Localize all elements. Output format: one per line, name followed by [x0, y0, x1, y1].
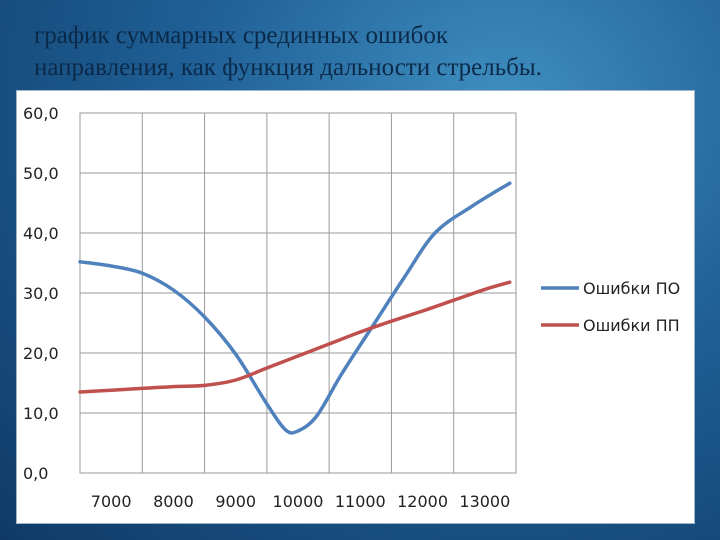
x-tick-label: 8000 [153, 492, 194, 511]
series-line-2 [78, 280, 512, 394]
y-tick-label: 60,0 [23, 104, 59, 123]
legend-label: Ошибки ПО [583, 279, 680, 298]
slide-title: график суммарных срединных ошибок направ… [34, 20, 694, 84]
chart-panel: 0,0 10,0 20,0 30,0 40,0 50,0 60,0 7000 8000 9000… [16, 90, 695, 524]
x-tick-label: 10000 [273, 492, 324, 511]
y-tick-label: 20,0 [23, 344, 59, 363]
series-line-1 [78, 181, 512, 435]
series-lines [78, 181, 512, 435]
x-tick-label: 12000 [397, 492, 448, 511]
y-tick-label: 10,0 [23, 404, 59, 423]
legend-label: Ошибки ПП [583, 316, 680, 335]
legend: Ошибки ПО Ошибки ПП [541, 279, 680, 335]
y-tick-label: 30,0 [23, 284, 59, 303]
y-tick-label: 40,0 [23, 224, 59, 243]
slide-title-line-1: график суммарных срединных ошибок [34, 22, 449, 49]
slide-title-line-2: направления, как функция дальности стрел… [34, 54, 542, 81]
x-tick-label: 7000 [91, 492, 132, 511]
line-chart: 0,0 10,0 20,0 30,0 40,0 50,0 60,0 7000 8000 9000… [23, 104, 680, 511]
x-axis-ticks: 7000 8000 9000 10000 11000 12000 13000 [91, 492, 511, 511]
y-tick-label: 0,0 [23, 464, 48, 483]
x-tick-label: 11000 [335, 492, 386, 511]
x-tick-label: 13000 [459, 492, 510, 511]
y-tick-label: 50,0 [23, 164, 59, 183]
x-tick-label: 9000 [215, 492, 256, 511]
grid [79, 112, 517, 474]
y-axis-ticks: 0,0 10,0 20,0 30,0 40,0 50,0 60,0 [23, 104, 59, 483]
